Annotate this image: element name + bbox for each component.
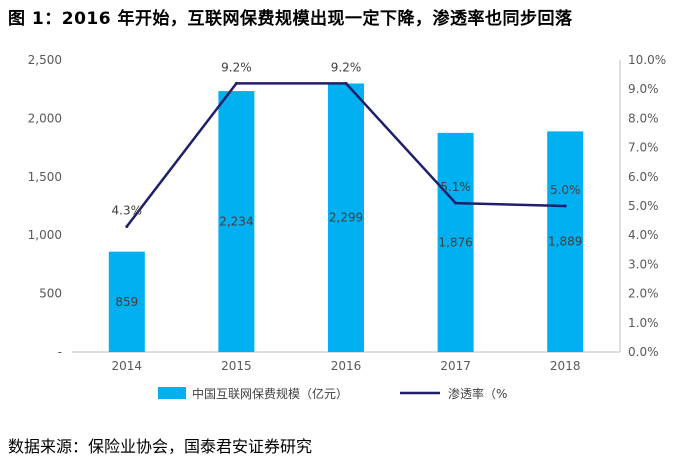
y2-tick-label: 3.0%	[628, 257, 659, 271]
chart-area: - 500 1,000 1,500 2,000 2,500 0.0% 1.0% 2.0% 3.0%…	[0, 36, 700, 426]
legend-label-line: 渗透率（%	[448, 386, 507, 401]
bar	[547, 131, 584, 352]
bar	[218, 91, 255, 353]
y-tick-label: 2,500	[28, 53, 62, 67]
line-data-label: 4.3%	[112, 203, 143, 217]
bar-data-label: 1,876	[438, 235, 472, 249]
y2-tick-label: 10.0%	[628, 53, 666, 67]
y2-tick-label: 5.0%	[628, 199, 659, 213]
y-tick-label: 500	[39, 287, 62, 301]
figure-title: 图 1：2016 年开始，互联网保费规模出现一定下降，渗透率也同步回落	[8, 9, 573, 29]
legend-swatch-bar	[158, 387, 186, 399]
bar-data-label: 2,234	[219, 215, 253, 229]
line-point	[344, 81, 348, 85]
bar-data-label: 1,889	[548, 235, 582, 249]
y2-tick-label: 9.0%	[628, 82, 659, 96]
bar	[328, 83, 364, 352]
line-data-label: 9.2%	[221, 60, 252, 74]
line-data-label: 5.1%	[440, 180, 471, 194]
bar	[437, 132, 474, 352]
x-tick-label: 2018	[550, 359, 581, 373]
x-tick-label: 2017	[440, 359, 471, 373]
source-note: 数据来源：保险业协会，国泰君安证券研究	[8, 437, 313, 456]
bar-data-label: 2,299	[329, 211, 363, 225]
y2-tick-label: 4.0%	[628, 228, 659, 242]
x-tick-label: 2014	[112, 359, 143, 373]
y2-tick-label: 2.0%	[628, 287, 659, 301]
bar-data-label: 859	[115, 295, 138, 309]
x-tick-label: 2016	[331, 359, 362, 373]
y2-tick-label: 7.0%	[628, 141, 659, 155]
y2-tick-label: 6.0%	[628, 170, 659, 184]
combo-chart: - 500 1,000 1,500 2,000 2,500 0.0% 1.0% 2.0% 3.0%…	[28, 53, 666, 401]
y-tick-label: -	[58, 345, 62, 359]
line-point	[125, 224, 129, 228]
line-point	[234, 81, 238, 85]
y-tick-label: 2,000	[28, 111, 62, 125]
x-tick-label: 2015	[221, 359, 252, 373]
y-tick-label: 1,000	[28, 228, 62, 242]
line-point	[454, 201, 458, 205]
line-data-label: 5.0%	[550, 183, 581, 197]
legend-label-bar: 中国互联网保费规模（亿元）	[192, 386, 348, 401]
bar	[108, 251, 145, 352]
y2-tick-label: 1.0%	[628, 316, 659, 330]
line-point	[563, 204, 567, 208]
y-tick-label: 1,500	[28, 170, 62, 184]
y2-tick-label: 0.0%	[628, 345, 659, 359]
line-data-label: 9.2%	[331, 60, 362, 74]
y2-tick-label: 8.0%	[628, 111, 659, 125]
